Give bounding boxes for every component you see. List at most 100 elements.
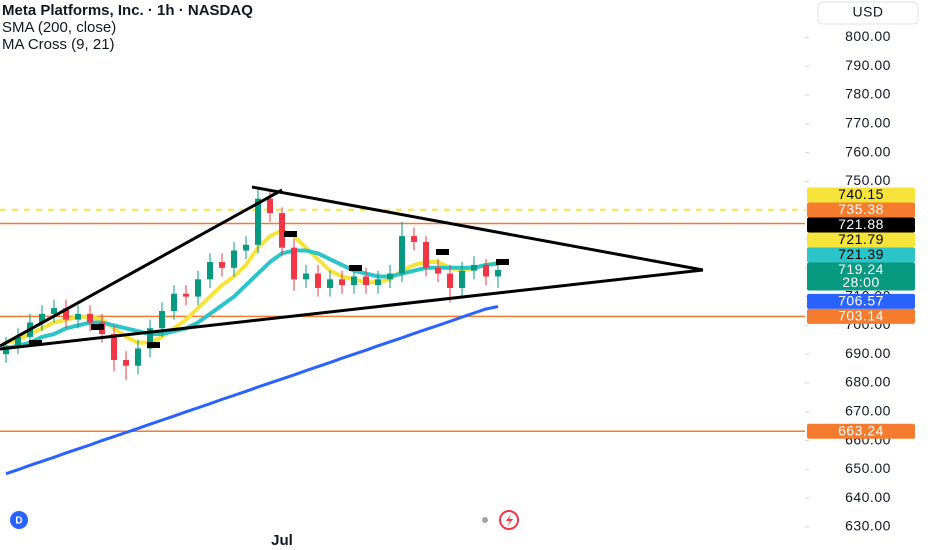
icon-dot[interactable] [482, 517, 488, 523]
candle-body [15, 336, 21, 346]
candle-body [339, 279, 345, 286]
price-tag [807, 217, 915, 233]
candle-body [399, 236, 405, 274]
candle-body [75, 313, 81, 320]
cross-marker [436, 249, 449, 255]
candle-body [87, 313, 93, 323]
price-tag [807, 308, 915, 324]
earnings-icon[interactable] [482, 510, 519, 530]
y-tick-label: 680.00 [845, 374, 891, 390]
price-tag [807, 423, 915, 439]
candle-body [39, 313, 45, 323]
price-tags: 740.15735.38721.88721.79721.39719.2428:0… [807, 186, 915, 439]
candle-body [3, 345, 9, 355]
candle-body [459, 270, 465, 288]
candle-body [51, 308, 57, 314]
price-tag [807, 202, 915, 218]
indicator-label: SMA (200, close) [2, 19, 116, 36]
candle-body [363, 276, 369, 286]
candle-body [423, 241, 429, 268]
candle-body [219, 262, 225, 268]
price-tag-label: 703.14 [838, 308, 884, 324]
candle-body [159, 310, 165, 329]
candle-body [267, 198, 273, 214]
candle-body [471, 264, 477, 271]
candle-body [171, 293, 177, 311]
dividend-icon[interactable]: D [10, 511, 28, 529]
candle-body [255, 198, 261, 245]
price-tag-label: 735.38 [838, 201, 884, 217]
cross-markers [29, 231, 509, 348]
y-tick-label: 630.00 [845, 518, 891, 534]
price-tag [807, 247, 915, 263]
y-tick-label: 640.00 [845, 489, 891, 505]
candle-body [495, 269, 501, 277]
x-tick-label: Jul [271, 532, 293, 549]
drawings [0, 185, 704, 351]
y-tick-label: 690.00 [845, 345, 891, 361]
candle-body [63, 308, 69, 320]
plot-area [0, 187, 805, 476]
y-tick-label: 670.00 [845, 402, 891, 418]
cross-marker [284, 231, 297, 237]
y-tick-label: 760.00 [845, 143, 891, 159]
y-tick-label: 800.00 [845, 28, 891, 44]
candle-body [195, 279, 201, 297]
candle-body [483, 264, 489, 277]
candle-body [387, 273, 393, 280]
candle-body [435, 267, 441, 274]
y-tick-label: 780.00 [845, 86, 891, 102]
candle-body [303, 273, 309, 280]
candle-body [243, 244, 249, 251]
price-tag [807, 293, 915, 309]
trend-line [251, 185, 704, 272]
candle-body [351, 276, 357, 286]
price-tag-label: 721.88 [838, 216, 884, 232]
symbol-title: Meta Platforms, Inc. · 1h · NASDAQ [2, 2, 253, 19]
icon-glyph[interactable] [506, 514, 513, 527]
y-tick-label: 790.00 [845, 57, 891, 73]
candle-body [147, 328, 153, 349]
indicator-line [5, 305, 499, 476]
candle-body [315, 273, 321, 288]
price-tag-label: 740.15 [838, 186, 884, 202]
currency-button[interactable] [817, 1, 919, 25]
candle-body [111, 334, 117, 360]
price-tag-label: 706.57 [838, 293, 884, 309]
cross-marker [29, 340, 42, 346]
cross-marker [349, 265, 362, 271]
y-tick-label: 650.00 [845, 460, 891, 476]
y-tick-label: 770.00 [845, 115, 891, 131]
price-tag [807, 187, 915, 203]
candle-body [231, 250, 237, 268]
candle-body [207, 262, 213, 280]
trend-line [0, 188, 283, 348]
price-tag [807, 262, 915, 291]
candle-body [183, 293, 189, 297]
indicator-line [5, 248, 499, 351]
icon-circle[interactable] [10, 511, 28, 529]
y-tick-label: 750.00 [845, 172, 891, 188]
icon-glyph[interactable]: D [15, 516, 22, 527]
candle-body [411, 236, 417, 242]
price-tag-label: 663.24 [838, 422, 884, 438]
cross-marker [91, 324, 104, 330]
trend-line [0, 268, 704, 351]
candle-body [279, 213, 285, 248]
currency-label[interactable]: USD [852, 4, 883, 20]
candle-body [291, 247, 297, 280]
cross-marker [496, 259, 509, 265]
countdown-label: 28:00 [842, 274, 880, 290]
cross-marker [147, 342, 160, 348]
price-tag [807, 232, 915, 248]
candle-body [327, 279, 333, 288]
price-tag-label: 721.39 [838, 246, 884, 262]
price-tag-label: 719.24 [838, 261, 884, 277]
indicator-label: MA Cross (9, 21) [2, 36, 115, 53]
candle-body [375, 279, 381, 286]
candle-body [123, 359, 129, 366]
price-tag-label: 721.79 [838, 231, 884, 247]
candle-body [447, 273, 453, 288]
